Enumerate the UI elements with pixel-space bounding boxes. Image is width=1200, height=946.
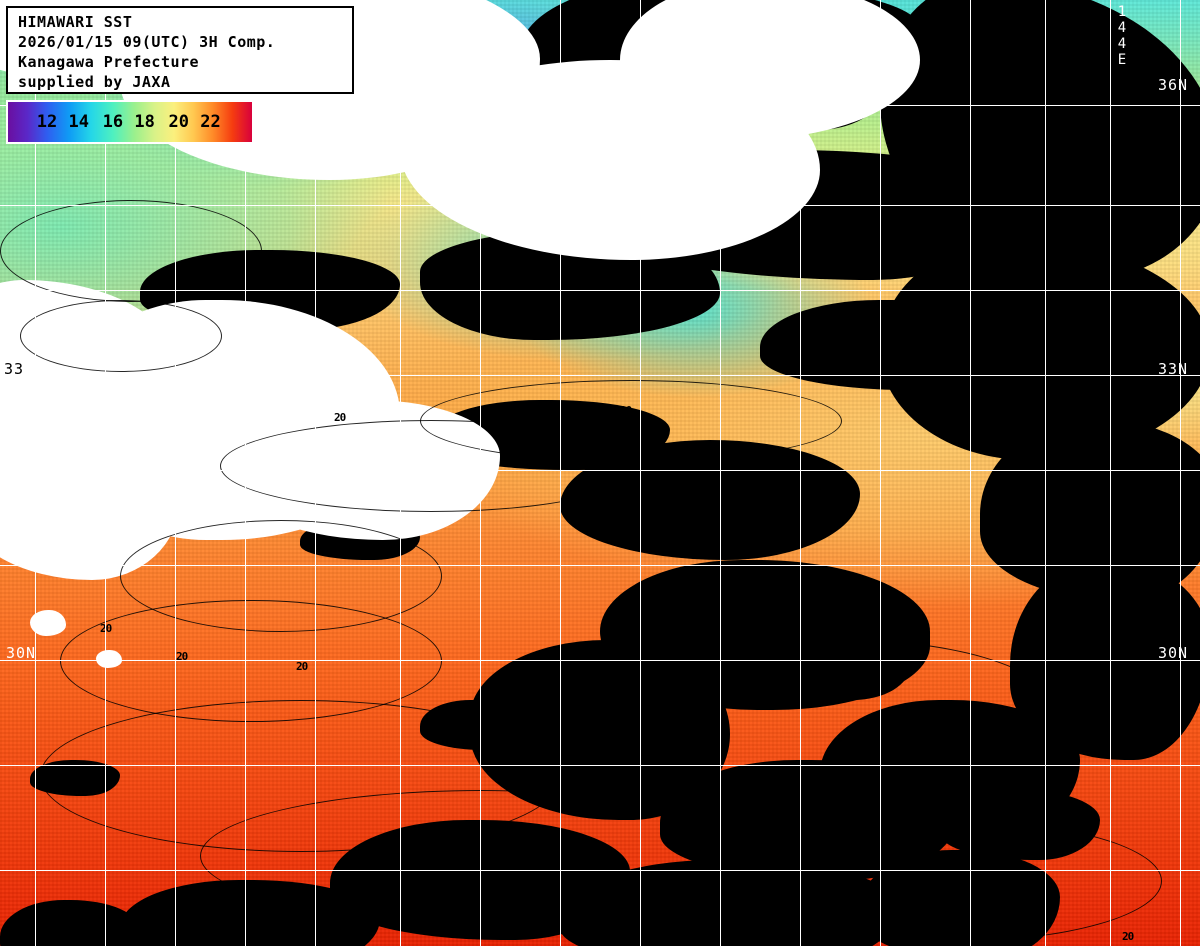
- colorbar-tick: 14: [68, 112, 89, 132]
- colorbar-tick-group: 12 14 16 18 20 22: [8, 102, 252, 142]
- colorbar-tick: 22: [200, 112, 221, 132]
- contour-label: 20: [1122, 930, 1134, 943]
- info-region: Kanagawa Prefecture: [18, 53, 200, 71]
- contour-label: 20: [196, 922, 208, 935]
- colorbar-tick: 16: [102, 112, 124, 132]
- info-title: HIMAWARI SST: [18, 13, 133, 31]
- contour-label: 20: [620, 404, 632, 417]
- contour-label: 20: [334, 411, 346, 424]
- contour-label: 20: [296, 660, 308, 673]
- contour-label: 20: [176, 650, 188, 663]
- colorbar-gradient: [8, 102, 252, 142]
- info-box: HIMAWARI SST 2026/01/15 09(UTC) 3H Comp.…: [6, 6, 354, 94]
- colorbar-tick: 20: [168, 112, 190, 132]
- colorbar: 12 14 16 18 20 22: [6, 100, 254, 144]
- info-datetime: 2026/01/15 09(UTC) 3H Comp.: [18, 33, 276, 51]
- colorbar-tick: 18: [134, 112, 155, 132]
- info-credit: supplied by JAXA: [18, 73, 171, 91]
- contour-label: 20: [100, 622, 112, 635]
- colorbar-tick: 12: [36, 112, 58, 132]
